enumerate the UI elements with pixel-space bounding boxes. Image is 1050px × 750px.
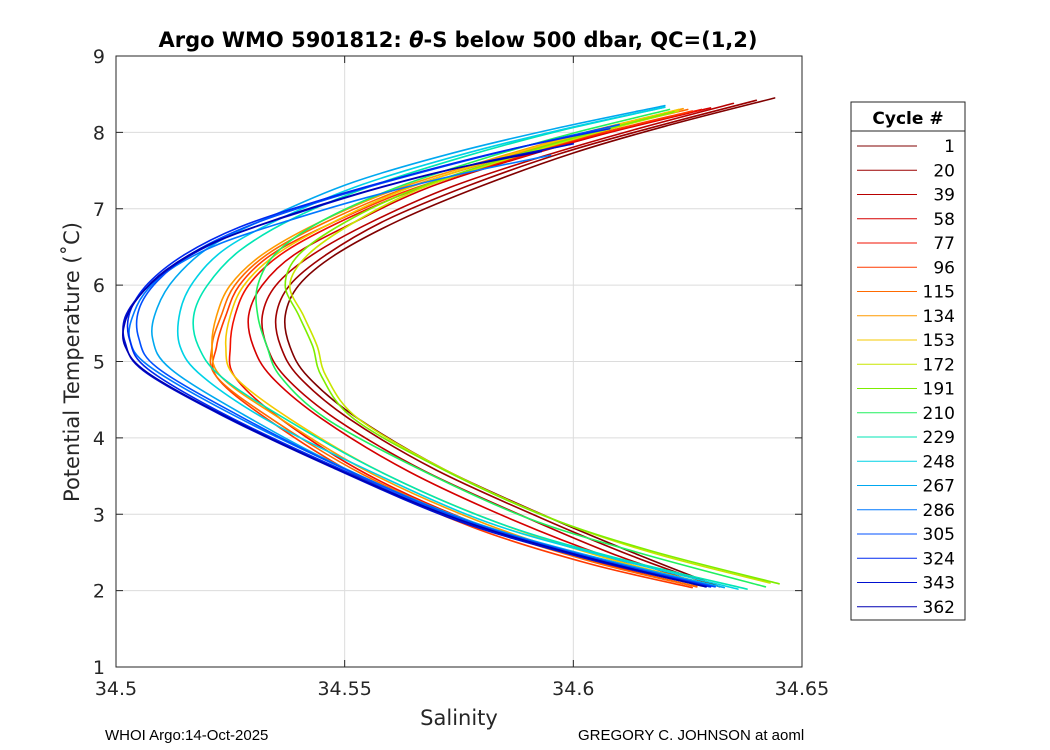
series-line-cycle-248 xyxy=(176,106,739,590)
legend-label-cycle-58: 58 xyxy=(933,210,955,230)
x-tick-label: 34.65 xyxy=(775,678,829,700)
legend-label-cycle-39: 39 xyxy=(933,186,955,206)
y-tick-label: 4 xyxy=(93,428,105,450)
legend-label-cycle-1: 1 xyxy=(944,137,955,157)
x-tick-label: 34.55 xyxy=(317,678,371,700)
legend-items: 1 20 39 58 77 96 115 134 153 172 191 210 229 248 267 28… xyxy=(857,137,955,618)
legend-label-cycle-115: 115 xyxy=(923,283,955,303)
series-lines xyxy=(122,97,780,590)
y-tick-label: 5 xyxy=(93,352,105,374)
y-tick-label: 3 xyxy=(93,504,105,526)
legend-label-cycle-229: 229 xyxy=(923,428,955,448)
legend-label-cycle-267: 267 xyxy=(923,477,955,497)
legend-label-cycle-362: 362 xyxy=(923,598,955,618)
legend-label-cycle-191: 191 xyxy=(923,380,955,400)
x-axis-label: Salinity xyxy=(420,706,498,730)
footer-right: GREGORY C. JOHNSON at aoml xyxy=(578,727,804,744)
legend-label-cycle-20: 20 xyxy=(933,161,955,181)
legend-label-cycle-248: 248 xyxy=(923,452,955,472)
series-line-cycle-20 xyxy=(274,99,758,587)
legend-title: Cycle # xyxy=(872,109,943,129)
y-tick-label: 1 xyxy=(93,657,105,679)
series-line-cycle-191 xyxy=(284,111,780,585)
y-tick-label: 6 xyxy=(93,275,105,297)
series-line-cycle-58 xyxy=(247,107,712,587)
x-tick-label: 34.6 xyxy=(552,678,594,700)
legend-label-cycle-210: 210 xyxy=(923,404,955,424)
x-tick-label: 34.5 xyxy=(95,678,137,700)
legend-label-cycle-286: 286 xyxy=(923,501,955,521)
legend-label-cycle-172: 172 xyxy=(923,355,955,375)
legend-label-cycle-96: 96 xyxy=(933,258,955,278)
legend-label-cycle-305: 305 xyxy=(923,525,955,545)
series-line-cycle-210 xyxy=(255,108,767,588)
y-tick-label: 7 xyxy=(93,199,105,221)
legend-label-cycle-324: 324 xyxy=(923,549,955,569)
y-tick-label: 9 xyxy=(93,46,105,68)
axis-ticks: 34.5 34.55 34.6 34.65 1 2 3 4 5 6 7 8 9 xyxy=(93,46,829,700)
series-line-cycle-229 xyxy=(192,106,748,590)
grid-lines xyxy=(115,55,803,668)
footer-left: WHOI Argo:14-Oct-2025 xyxy=(105,727,268,744)
y-tick-label: 2 xyxy=(93,581,105,603)
legend-label-cycle-343: 343 xyxy=(923,574,955,594)
legend-label-cycle-134: 134 xyxy=(923,307,955,327)
y-axis-label: Potential Temperature (˚C) xyxy=(60,222,84,502)
legend: Cycle # 1 20 39 58 77 96 115 134 153 172 191 210 229… xyxy=(850,101,966,621)
series-line-cycle-362 xyxy=(122,150,707,588)
y-tick-label: 8 xyxy=(93,122,105,144)
legend-label-cycle-153: 153 xyxy=(923,331,955,351)
legend-label-cycle-77: 77 xyxy=(933,234,955,254)
chart-title: Argo WMO 5901812: θ-S below 500 dbar, QC… xyxy=(158,28,757,52)
